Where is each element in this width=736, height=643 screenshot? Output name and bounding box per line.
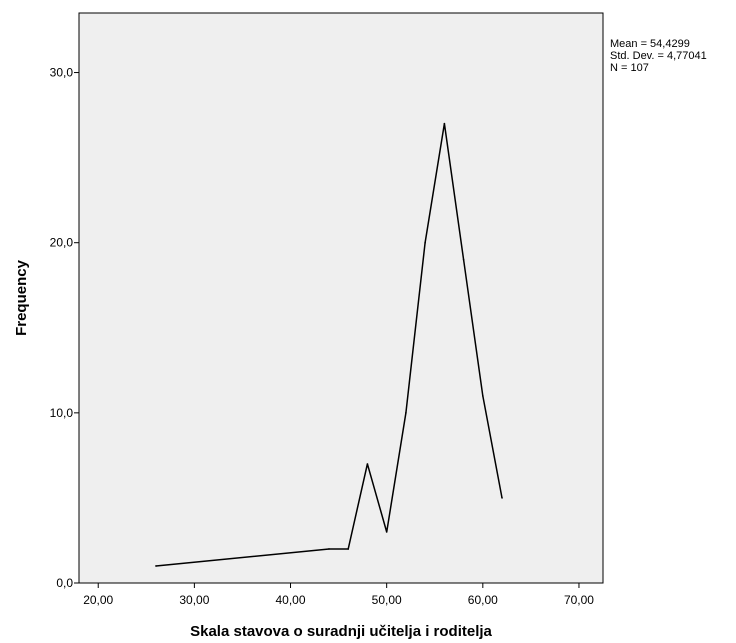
statistics-box: Mean = 54,4299 Std. Dev. = 4,77041 N = 1… bbox=[610, 38, 707, 74]
data-point bbox=[462, 258, 465, 261]
y-axis-ticks: 0,0 10,0 20,0 30,0 bbox=[50, 66, 79, 590]
data-point bbox=[155, 565, 157, 567]
data-point bbox=[347, 548, 350, 550]
data-point bbox=[501, 497, 503, 499]
y-tick-label: 0,0 bbox=[56, 576, 73, 590]
data-point bbox=[405, 412, 407, 414]
data-point bbox=[328, 548, 330, 550]
series-group bbox=[155, 122, 503, 567]
mean-stat: Mean = 54,4299 bbox=[610, 38, 690, 50]
n-stat: N = 107 bbox=[610, 62, 649, 74]
x-axis-title: Skala stavova o suradnji učitelja i rodi… bbox=[190, 623, 492, 640]
y-tick-label: 20,0 bbox=[50, 236, 74, 250]
y-tick-label: 10,0 bbox=[50, 406, 74, 420]
x-tick-label: 30,00 bbox=[179, 593, 209, 607]
y-tick-label: 30,0 bbox=[50, 66, 74, 80]
std-dev-stat: Std. Dev. = 4,77041 bbox=[610, 50, 707, 62]
x-tick-label: 40,00 bbox=[276, 593, 306, 607]
plot-area bbox=[78, 12, 604, 584]
x-tick-label: 20,00 bbox=[83, 593, 113, 607]
y-axis-title: Frequency bbox=[13, 259, 30, 336]
x-tick-label: 60,00 bbox=[468, 593, 498, 607]
data-point bbox=[385, 531, 388, 533]
data-point bbox=[482, 395, 484, 397]
x-tick-label: 70,00 bbox=[564, 593, 594, 607]
x-tick-label: 50,00 bbox=[372, 593, 402, 607]
x-axis-ticks: 20,00 30,00 40,00 50,00 60,00 70,00 bbox=[83, 583, 594, 607]
data-point bbox=[366, 463, 369, 465]
data-point bbox=[443, 122, 446, 125]
data-point bbox=[424, 241, 426, 244]
